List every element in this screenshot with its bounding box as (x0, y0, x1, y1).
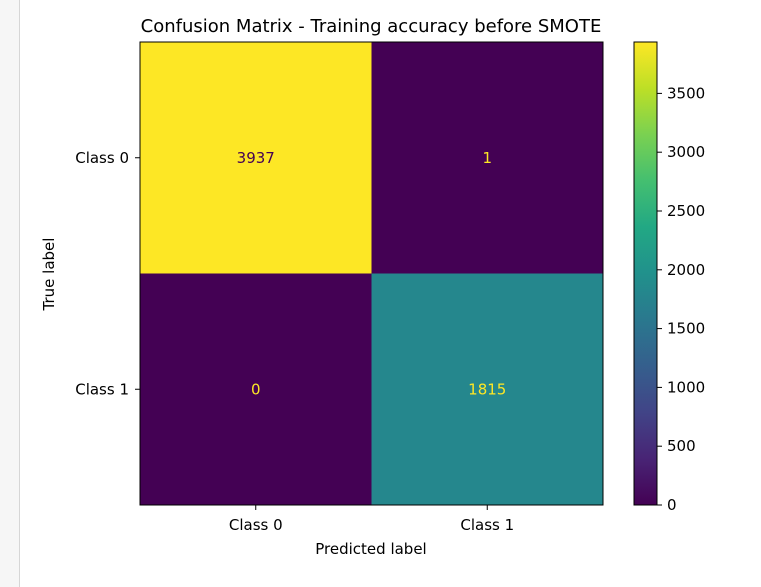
heatmap-cell-0-1 (371, 42, 603, 274)
colorbar-tick-label: 500 (667, 437, 696, 455)
chart-title: Confusion Matrix - Training accuracy bef… (141, 16, 602, 37)
colorbar-tick-label: 3500 (667, 84, 705, 102)
colorbar-tick-label: 0 (667, 496, 677, 514)
notebook-left-gutter (0, 0, 20, 587)
colorbar-tick-label: 1000 (667, 378, 705, 396)
y-tick-label: Class 1 (75, 380, 129, 398)
x-axis: Class 0 Class 1 (229, 505, 514, 534)
cell-value-label-0-0: 3937 (237, 149, 275, 167)
colorbar-tick-label: 2500 (667, 202, 705, 220)
cell-value-label-0-1: 1 (482, 149, 492, 167)
x-tick-label: Class 1 (460, 516, 514, 534)
colorbar-tick-label: 3000 (667, 143, 705, 161)
heatmap-cells (140, 42, 603, 505)
heatmap-frame (139, 41, 604, 506)
cell-value-label-1-1: 1815 (468, 380, 506, 398)
heatmap-cell-1-0 (140, 273, 372, 505)
x-tick-label: Class 0 (229, 516, 283, 534)
colorbar-tick-label: 2000 (667, 261, 705, 279)
heatmap-cell-1-1 (371, 273, 603, 505)
heatmap-cell-labels: 3937 1 0 1815 (237, 149, 507, 399)
y-tick-label: Class 0 (75, 149, 129, 167)
y-axis-label: True label (40, 238, 58, 312)
y-axis: Class 0 Class 1 (75, 149, 140, 398)
cell-value-label-1-0: 0 (251, 380, 261, 398)
colorbar (633, 41, 658, 506)
heatmap-cell-0-0 (140, 42, 372, 274)
colorbar-tick-label: 1500 (667, 320, 705, 338)
colorbar-axis: 0 500 1000 1500 2000 2500 3000 3500 (657, 84, 705, 514)
x-axis-label: Predicted label (315, 540, 426, 558)
